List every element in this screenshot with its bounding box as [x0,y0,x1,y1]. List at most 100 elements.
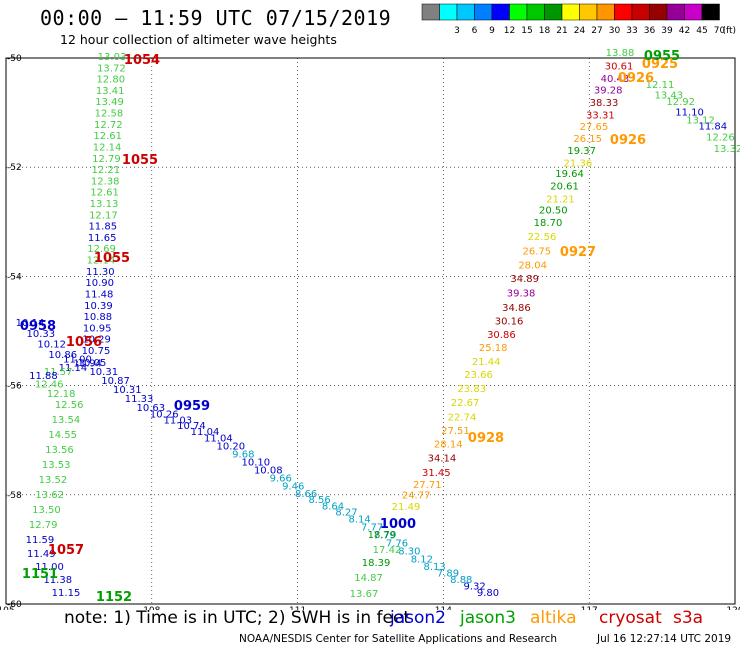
swh-value-label: 12.26 [706,133,735,144]
swh-value-label: 11.57 [44,367,73,378]
swh-value-label: 9.32 [464,582,486,593]
swh-value-label: 8.88 [450,575,472,586]
swh-value-label: 11.04 [204,434,233,445]
swh-value-label: 11.00 [35,562,64,573]
swh-value-label: 30.86 [487,330,516,341]
swh-value-label: 7.77 [361,522,383,533]
swh-value-label: 10.14 [16,318,45,329]
swh-value-label: 13.67 [350,589,379,600]
swh-value-label: 11.30 [86,267,115,278]
swh-value-label: 13.88 [606,48,635,59]
swh-value-label: 8.14 [348,514,370,525]
pass-time-label: 1151 [22,567,58,582]
swh-value-label: 14.87 [354,573,383,584]
legend-tick-label: 6 [472,26,478,36]
legend-tick-label: 33 [626,26,637,36]
swh-value-label: 7.76 [386,539,408,550]
swh-value-label: 11.88 [29,371,58,382]
page-title: 00:00 – 11:59 UTC 07/15/2019 [40,6,392,30]
swh-value-label: 10.90 [85,278,114,289]
swh-value-label: 12.21 [92,165,121,176]
legend-tick-label: 15 [521,26,532,36]
swh-value-label: 7.79 [373,530,395,541]
pass-time-label: 0927 [560,245,596,260]
legend-tick-label: 42 [679,26,690,36]
lon-tick-label: 117 [581,606,598,610]
pass-time-label: 1152 [96,590,132,605]
swh-value-label: 18.79 [368,530,397,541]
swh-value-label: 11.48 [85,289,114,300]
swh-value-label: 11.38 [43,575,72,586]
pass-time-label: 0958 [20,319,56,334]
swh-value-label: 11.00 [63,354,92,365]
swh-value-label: 10.08 [254,466,283,477]
swh-value-label: 22.74 [448,412,477,423]
lon-tick-label: 111 [289,606,306,610]
lat-tick-label: -60 [7,600,22,610]
legend-tick-label: 27 [591,26,602,36]
swh-value-label: 10.33 [27,329,56,340]
swh-value-label: 28.14 [434,439,463,450]
swh-value-label: 20.50 [539,206,568,217]
swh-value-label: 10.86 [48,350,77,361]
color-legend: 3 6 9 12 15 18 21 24 27 30 33 36 39 42 45 70(ft) [421,3,736,36]
swh-value-label: 13.12 [686,115,715,126]
swh-value-label: 13.32 [714,144,740,155]
lat-tick-label: -52 [7,163,22,173]
swh-value-label: 10.95 [83,323,112,334]
swh-value-label: 11.03 [164,415,193,426]
swh-value-label: 12.14 [93,142,122,153]
pass-time-label: 1056 [66,335,102,350]
swh-value-label: 10.29 [82,335,111,346]
swh-value-label: 13.53 [42,460,71,471]
swh-value-label: 13.43 [654,90,683,101]
swh-value-label: 12.38 [91,176,120,187]
swh-value-label: 10.31 [89,367,118,378]
swh-value-label: 13.03 [98,52,127,63]
swh-value-label: 13.49 [95,97,124,108]
swh-value-label: 12.14 [87,256,116,267]
pass-time-label: 0926 [618,71,654,86]
swh-value-label: 11.14 [59,363,88,374]
swh-value-label: 34.89 [510,274,539,285]
swh-value-label: 21.36 [564,159,593,170]
swh-value-label: 12.69 [87,244,116,255]
swh-value-label: 13.56 [45,445,74,456]
swh-value-label: 19.37 [567,146,596,157]
swh-value-label: 23.83 [457,384,486,395]
swh-value-label: 12.79 [92,154,121,165]
lat-tick-label: -50 [7,54,22,64]
swh-value-label: 11.85 [88,222,117,233]
legend-tick-label: 39 [661,26,673,36]
swh-value-label: 18.70 [534,218,563,229]
legend-tick-label: 24 [574,26,586,36]
swh-value-label: 34.14 [428,454,457,465]
swh-value-label: 10.63 [137,403,166,414]
legend-tick-label: 12 [504,26,515,36]
legend-tick-label: 45 [696,26,707,36]
swh-value-label: 12.80 [96,75,125,86]
track-1000: 18.79 17.42 18.39 14.87 13.67 [350,530,402,600]
lat-tick-label: -58 [7,491,22,501]
swh-value-label: 13.41 [96,86,125,97]
legend-jason2: jason2 [390,608,446,628]
swh-value-label: 9.66 [270,474,292,485]
page-subtitle: 12 hour collection of altimeter wave hei… [60,32,337,47]
swh-value-label: 12.72 [94,120,123,131]
swh-value-label: 23.66 [464,370,493,381]
legend-cryosat: cryosat [599,608,662,628]
swh-value-label: 17.42 [373,545,402,556]
legend-tick-label: 9 [489,26,495,36]
swh-value-label: 20.61 [550,182,579,193]
swh-value-label: 33.31 [586,110,615,121]
swh-value-label: 12.61 [90,188,119,199]
swh-value-label: 12.56 [55,400,84,411]
swh-value-label: 10.31 [113,385,142,396]
swh-value-label: 8.27 [335,508,357,519]
swh-value-label: 11.65 [88,233,117,244]
track-0959: 10.0510.3110.8710.3111.3310.6310.2611.03… [78,358,499,599]
swh-value-label: 25.18 [479,343,508,354]
swh-value-label: 12.46 [35,379,64,390]
